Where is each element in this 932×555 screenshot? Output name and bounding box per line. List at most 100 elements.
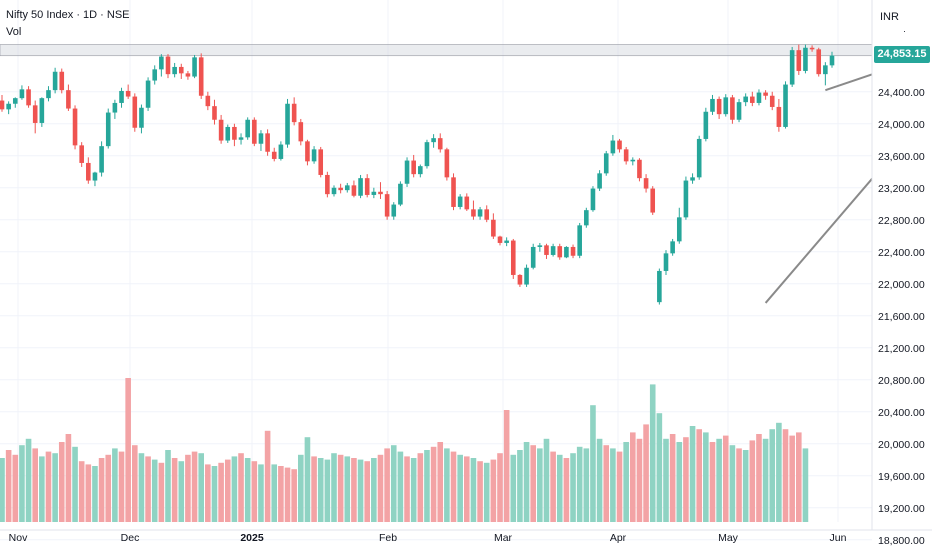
candle-body <box>577 225 582 256</box>
volume-bar <box>590 405 596 522</box>
volume-bar <box>543 438 550 522</box>
volume-bar <box>517 450 523 522</box>
volume-bar <box>205 464 211 522</box>
volume-bar <box>52 453 58 522</box>
volume-bar <box>171 458 178 522</box>
volume-bar <box>65 434 72 522</box>
candle-body <box>358 178 363 196</box>
candle-body <box>657 270 662 303</box>
volume-bar <box>165 450 171 522</box>
candle-body <box>371 191 377 195</box>
volume-bar <box>364 461 370 522</box>
candle-body <box>696 138 702 178</box>
candle-body <box>437 138 443 150</box>
candle-body <box>72 108 78 146</box>
candle-body <box>643 178 649 189</box>
candle-body <box>218 119 224 141</box>
volume-bar <box>776 422 782 522</box>
candle-body <box>756 92 762 103</box>
candle-body <box>252 119 257 144</box>
candle-body <box>683 180 689 218</box>
volume-bar <box>284 467 291 522</box>
volume-bar <box>696 429 702 522</box>
candle-body <box>750 96 755 103</box>
volume-bar <box>537 448 543 522</box>
candle-body <box>198 57 204 96</box>
candle-body <box>464 196 470 210</box>
candle-body <box>570 246 576 256</box>
volume-bar <box>278 466 284 522</box>
volume-bar <box>649 384 656 522</box>
candle-body <box>86 162 91 181</box>
candle-body <box>391 204 397 217</box>
volume-bar <box>238 453 244 522</box>
volume-bar <box>782 429 789 522</box>
volume-bar <box>178 461 185 522</box>
candle-body <box>238 137 244 140</box>
volume-bar <box>92 466 98 522</box>
candle-body <box>803 47 808 71</box>
candle-body <box>404 160 410 184</box>
candle-body <box>79 145 84 163</box>
candle-body <box>497 236 503 243</box>
candle-body <box>564 246 569 258</box>
candle-body <box>119 90 124 103</box>
candle-body <box>159 56 164 70</box>
candle-body <box>650 188 656 213</box>
candle-body <box>431 138 436 143</box>
candle-body <box>12 98 18 104</box>
candle-body <box>537 245 543 247</box>
volume-bar <box>384 448 390 522</box>
last-price-tag: 24,853.15 <box>874 46 930 63</box>
resistance-band <box>0 44 873 57</box>
volume-bar <box>72 446 78 522</box>
candle-body <box>19 89 25 99</box>
price-tick-label: 19,200.00 <box>878 503 925 515</box>
volume-bar <box>444 448 450 522</box>
candle-body <box>477 209 483 217</box>
volume-bar <box>410 458 417 522</box>
candle-body <box>630 159 636 162</box>
volume-bar <box>616 451 623 522</box>
candle-body <box>816 49 822 75</box>
candle-body <box>364 178 370 195</box>
volume-bar <box>377 454 384 522</box>
candle-body <box>444 149 450 178</box>
candle-body <box>789 50 795 85</box>
candle-body <box>418 166 423 175</box>
volume-bar <box>0 458 5 522</box>
candle-body <box>524 267 529 285</box>
volume-bar <box>424 450 430 522</box>
volume-bar <box>742 450 749 522</box>
currency-button[interactable]: INR <box>880 11 899 23</box>
candle-body <box>530 246 536 268</box>
candle-body <box>192 57 197 77</box>
volume-bar <box>769 429 776 522</box>
time-tick-label: Dec <box>121 532 140 544</box>
volume-bar <box>311 456 317 522</box>
candle-body <box>305 141 310 162</box>
candle-body <box>278 144 284 159</box>
candle-body <box>325 174 330 195</box>
chart-title: Nifty 50 Index · 1D · NSE <box>6 9 130 21</box>
candle-body <box>26 89 31 106</box>
volume-bar <box>636 438 643 522</box>
volume-bar <box>404 456 410 522</box>
volume-bar <box>689 426 696 522</box>
volume-bar <box>105 454 112 522</box>
price-tick-label: 22,000.00 <box>878 279 925 291</box>
candle-body <box>291 103 297 123</box>
volume-bar <box>497 453 503 522</box>
volume-bar <box>570 453 576 522</box>
candle-body <box>258 133 264 144</box>
volume-bar <box>457 454 463 522</box>
volume-bar <box>258 464 264 522</box>
candle-body <box>769 95 775 107</box>
candle-body <box>557 246 563 258</box>
price-tick-label: 24,000.00 <box>878 119 925 131</box>
volume-bar <box>317 458 324 522</box>
volume-bar <box>5 450 12 522</box>
volume-bar <box>145 456 151 522</box>
